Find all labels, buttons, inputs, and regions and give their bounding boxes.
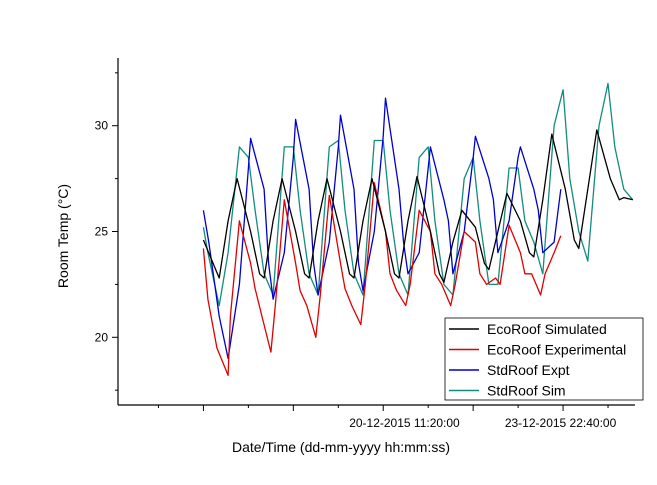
axes: 20 25 30 20-12-2015 11:20:00 23-12-2015 22:…	[95, 58, 635, 430]
legend: EcoRoof Simulated EcoRoof Experimental Std…	[444, 317, 644, 401]
legend-box	[444, 317, 644, 401]
x-tick-label: 20-12-2015 11:20:00	[349, 416, 460, 430]
y-ticks: 20 25 30	[95, 72, 118, 391]
y-tick-label: 20	[95, 330, 109, 344]
y-axis-title: Room Temp (°C)	[55, 184, 71, 288]
plot-lines	[202, 82, 634, 377]
legend-label: EcoRoof Experimental	[487, 342, 626, 358]
x-tick-label: 23-12-2015 22:40:00	[505, 416, 617, 430]
legend-label: StdRoof Sim	[487, 383, 566, 399]
x-axis-title: Date/Time (dd-mm-yyyy hh:mm:ss)	[232, 439, 450, 455]
series-line-stdroof-sim	[202, 82, 634, 307]
legend-label: StdRoof Expt	[487, 362, 570, 378]
y-tick-label: 25	[95, 225, 109, 239]
series-line-ecoroof-simulated	[202, 129, 633, 283]
legend-label: EcoRoof Simulated	[487, 321, 607, 337]
x-ticks: 20-12-2015 11:20:00 23-12-2015 22:40:00	[157, 405, 617, 430]
y-tick-label: 30	[95, 119, 109, 133]
